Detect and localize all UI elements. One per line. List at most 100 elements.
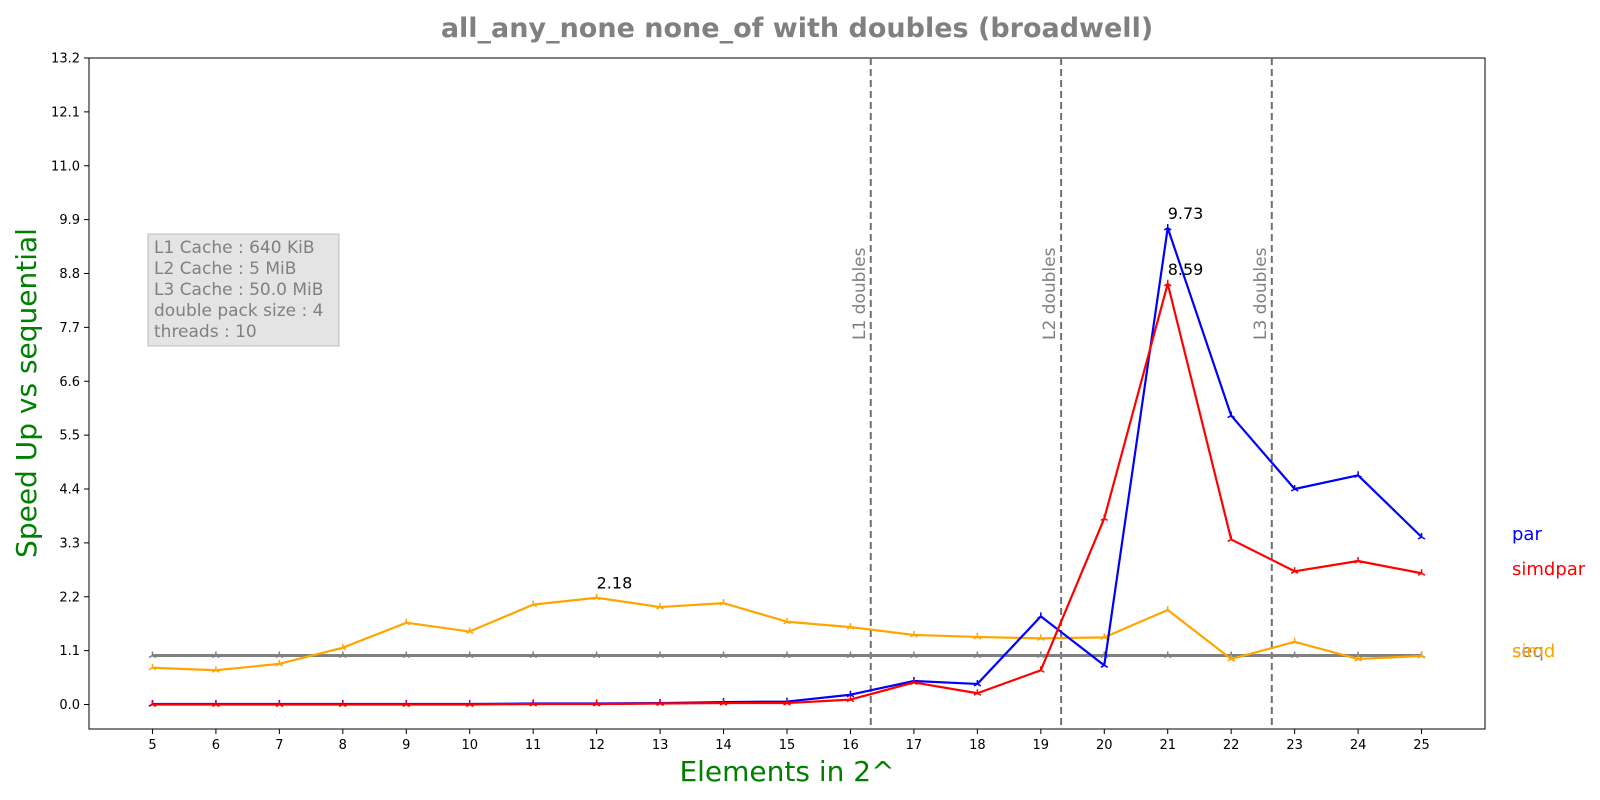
data-point-simdpar (719, 699, 728, 706)
data-point-simd (1163, 605, 1172, 613)
x-axis-label: Elements in 2^ (679, 755, 894, 788)
y-tick-label: 13.2 (51, 52, 80, 67)
data-point-simdpar (783, 699, 791, 706)
chart-title: all_any_none none_of with doubles (broad… (441, 13, 1153, 44)
legend-label-seq: seq (1512, 641, 1544, 662)
plot-frame (88, 57, 1486, 730)
x-tick-label: 9 (402, 738, 410, 753)
legend-label-simd: simd (1512, 641, 1555, 662)
x-tick-label: 20 (1096, 738, 1113, 753)
data-point-simdpar (592, 700, 601, 707)
data-point-par (846, 690, 855, 698)
data-point-simd (1290, 637, 1299, 645)
data-point-par (1417, 533, 1426, 540)
data-point-par (1100, 661, 1109, 668)
data-point-simd (1354, 654, 1362, 662)
data-point-simd (465, 627, 474, 635)
data-point-simdpar (212, 700, 220, 708)
peak-annotation: 8.59 (1168, 260, 1204, 279)
data-point-simdpar (1163, 279, 1172, 287)
data-point-seq (212, 651, 220, 659)
data-point-simd (910, 630, 918, 638)
data-point-seq (1036, 651, 1045, 659)
y-tick-label: 4.4 (59, 483, 80, 498)
data-point-simd (719, 599, 728, 606)
data-point-par (973, 679, 982, 687)
data-point-simd (1417, 652, 1426, 659)
y-tick-label: 1.1 (59, 644, 80, 659)
data-point-simdpar (402, 700, 411, 708)
data-point-seq (656, 651, 664, 659)
data-point-simdpar (910, 678, 918, 686)
data-point-simd (592, 593, 601, 601)
info-box-line: L3 Cache : 50.0 MiB (154, 280, 323, 300)
x-tick-label: 25 (1413, 738, 1430, 753)
x-tick-label: 24 (1350, 738, 1367, 753)
cache-vline-label: L1 doubles (850, 247, 870, 340)
data-point-seq (1290, 651, 1299, 659)
info-box-line: threads : 10 (154, 322, 257, 342)
data-point-seq (719, 651, 728, 659)
data-point-simdpar (148, 700, 157, 708)
data-point-simd (1036, 634, 1045, 642)
x-tick-label: 5 (148, 738, 156, 753)
data-point-simdpar (656, 699, 664, 707)
data-point-simd (402, 618, 411, 626)
x-tick-label: 19 (1033, 738, 1050, 753)
data-point-seq (529, 651, 538, 659)
info-box (147, 233, 340, 347)
y-tick-label: 6.6 (59, 375, 80, 390)
x-tick-label: 7 (275, 738, 283, 753)
data-point-simdpar (1100, 514, 1109, 522)
y-tick-label: 9.9 (59, 213, 80, 228)
data-point-par (1163, 223, 1172, 231)
data-point-seq (275, 651, 284, 659)
cache-vline-label: L2 doubles (1040, 247, 1060, 340)
series-line-par (152, 226, 1423, 706)
x-tick-label: 6 (212, 738, 220, 753)
data-point-simd (1227, 654, 1236, 662)
info-box-line: L2 Cache : 5 MiB (154, 259, 296, 279)
x-tick-label: 23 (1286, 738, 1303, 753)
data-point-simdpar (338, 700, 347, 708)
data-point-simdpar (1354, 557, 1362, 564)
data-point-simd (148, 663, 157, 671)
data-point-seq (783, 651, 791, 659)
data-point-simdpar (1227, 535, 1236, 543)
data-point-simdpar (529, 700, 538, 707)
peak-annotation: 2.18 (597, 574, 633, 593)
data-point-simdpar (1036, 666, 1045, 673)
y-tick-label: 8.8 (59, 267, 80, 282)
x-tick-label: 17 (906, 738, 923, 753)
x-tick-label: 12 (588, 738, 605, 753)
x-tick-label: 22 (1223, 738, 1240, 753)
data-point-simdpar (275, 700, 284, 708)
y-tick-label: 12.1 (51, 105, 80, 120)
data-point-seq (1163, 651, 1172, 659)
data-point-seq (148, 651, 157, 659)
x-tick-label: 14 (715, 738, 732, 753)
data-point-simd (275, 659, 284, 667)
data-point-simd (846, 623, 855, 630)
y-axis-label: Speed Up vs sequential (10, 228, 43, 558)
x-tick-label: 11 (525, 738, 542, 753)
data-point-simdpar (465, 700, 474, 708)
data-point-simdpar (1290, 567, 1299, 574)
series-line-simdpar (152, 282, 1422, 706)
x-tick-label: 15 (779, 738, 796, 753)
y-tick-label: 3.3 (59, 536, 80, 551)
data-point-par (1290, 485, 1299, 492)
legend-label-par: par (1512, 524, 1542, 545)
data-point-seq (592, 651, 601, 659)
data-point-seq (846, 651, 855, 659)
data-point-simdpar (973, 689, 982, 696)
data-point-simd (212, 666, 220, 673)
data-point-simd (783, 617, 791, 625)
peak-annotation: 9.73 (1168, 204, 1204, 223)
y-tick-label: 5.5 (59, 429, 80, 444)
y-tick-label: 11.0 (51, 159, 80, 174)
data-point-seq (910, 651, 918, 659)
x-tick-label: 8 (339, 738, 347, 753)
data-point-par (1227, 411, 1236, 419)
